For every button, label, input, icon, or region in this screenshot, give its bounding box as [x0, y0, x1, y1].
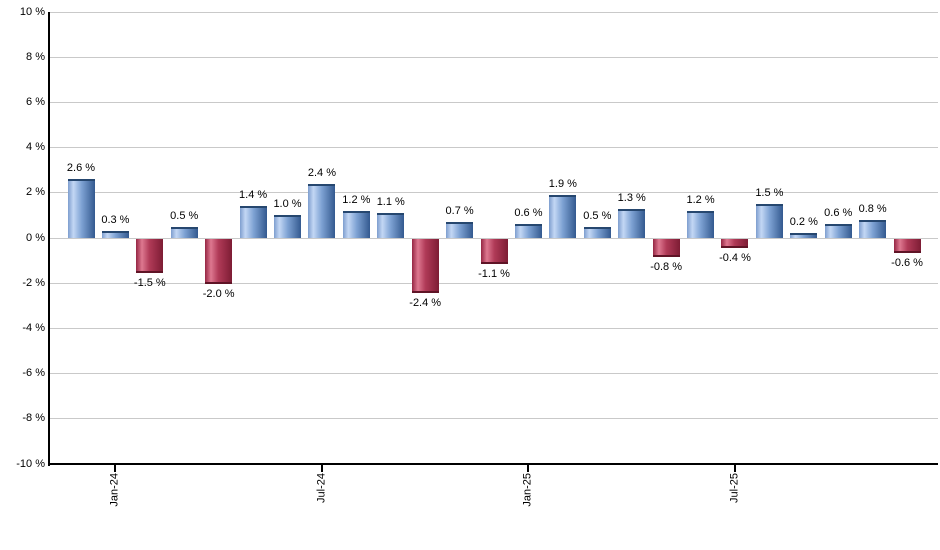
bar-value-label: 2.6 %	[66, 162, 96, 175]
bar-13[interactable]	[480, 239, 508, 264]
bar-value-label: 1.2 %	[342, 193, 371, 206]
x-axis-tick	[733, 465, 736, 472]
bar-23[interactable]	[824, 224, 852, 238]
bar-15[interactable]	[549, 195, 577, 238]
bar-value-label: 1.5 %	[755, 187, 784, 200]
bar-value-label: 1.4 %	[239, 189, 268, 202]
y-axis-tick-label: 6 %	[26, 95, 45, 108]
bar-16[interactable]	[583, 226, 611, 238]
bar-25[interactable]	[893, 239, 921, 253]
bar-10[interactable]	[377, 213, 405, 238]
bar-value-label: 0.2 %	[789, 216, 818, 229]
bar-12[interactable]	[446, 222, 474, 238]
y-axis-tick-label: -4 %	[22, 321, 45, 334]
gridline-8	[48, 56, 938, 58]
bar-value-label: 0.8 %	[858, 202, 887, 215]
bar-17[interactable]	[618, 208, 646, 238]
bar-20[interactable]	[721, 239, 749, 249]
gridline--4	[48, 327, 938, 329]
bar-value-label: -1.5 %	[133, 276, 166, 289]
x-axis-tick	[114, 465, 117, 472]
bar-value-label: 0.5 %	[170, 209, 199, 222]
bar-value-label: 0.7 %	[445, 205, 474, 218]
bar-4[interactable]	[170, 226, 198, 238]
bar-2[interactable]	[101, 231, 129, 238]
bar-value-label: 1.3 %	[617, 191, 646, 204]
bar-24[interactable]	[859, 219, 887, 238]
bar-value-label: 0.5 %	[583, 209, 612, 222]
bar-value-label: -2.0 %	[202, 288, 235, 301]
gridline--8	[48, 418, 938, 420]
bar-14[interactable]	[514, 224, 542, 238]
bar-value-label: -1.1 %	[478, 267, 510, 280]
gridline--2	[48, 282, 938, 284]
bar-value-label: 0.3 %	[101, 214, 130, 227]
bar-3[interactable]	[136, 239, 164, 273]
gridline--6	[48, 373, 938, 375]
bar-7[interactable]	[274, 215, 302, 238]
bar-value-label: -0.8 %	[650, 261, 683, 274]
y-axis-tick-label: -10 %	[16, 457, 45, 470]
bar-value-label: -0.6 %	[891, 256, 923, 269]
x-axis-tick-label: Jan-25	[521, 473, 534, 507]
y-axis-tick-label: -8 %	[22, 412, 45, 425]
bar-8[interactable]	[308, 183, 336, 238]
bar-1[interactable]	[67, 179, 95, 238]
y-axis-line	[48, 12, 50, 466]
y-axis-tick-label: 10 %	[19, 5, 45, 18]
bar-value-label: 1.1 %	[376, 196, 405, 209]
bar-19[interactable]	[687, 210, 715, 238]
bar-9[interactable]	[342, 210, 370, 238]
x-axis-tick	[320, 465, 323, 472]
y-axis-tick-label: -6 %	[22, 367, 45, 380]
x-axis-tick-label: Jul-25	[728, 473, 741, 503]
bar-value-label: 1.2 %	[686, 193, 715, 206]
bar-6[interactable]	[239, 206, 267, 238]
bar-18[interactable]	[652, 239, 680, 258]
gridline-0	[48, 237, 938, 239]
x-axis-tick-label: Jan-24	[108, 473, 121, 507]
bar-value-label: 1.9 %	[548, 178, 577, 191]
gridline-4	[48, 147, 938, 149]
bar-value-label: 0.6 %	[514, 207, 543, 220]
gridline-6	[48, 101, 938, 103]
bar-22[interactable]	[790, 233, 818, 238]
y-axis-tick-label: 2 %	[26, 186, 45, 199]
x-axis-tick-label: Jul-24	[315, 473, 328, 503]
bar-5[interactable]	[205, 239, 233, 285]
bar-21[interactable]	[755, 204, 783, 238]
x-axis-line	[48, 463, 938, 465]
bar-value-label: -2.4 %	[409, 297, 442, 310]
x-axis-tick	[527, 465, 530, 472]
bar-value-label: -0.4 %	[719, 252, 751, 265]
y-axis-tick-label: 4 %	[26, 141, 45, 154]
gridline-10	[48, 11, 938, 13]
bar-value-label: 1.0 %	[273, 198, 302, 211]
bar-11[interactable]	[411, 239, 439, 294]
bar-value-label: 2.4 %	[307, 166, 336, 179]
bar-value-label: 0.6 %	[824, 207, 853, 220]
y-axis-tick-label: 8 %	[26, 50, 45, 63]
y-axis-tick-label: 0 %	[26, 231, 45, 244]
y-axis-tick-label: -2 %	[22, 276, 45, 289]
gridline-2	[48, 192, 938, 194]
